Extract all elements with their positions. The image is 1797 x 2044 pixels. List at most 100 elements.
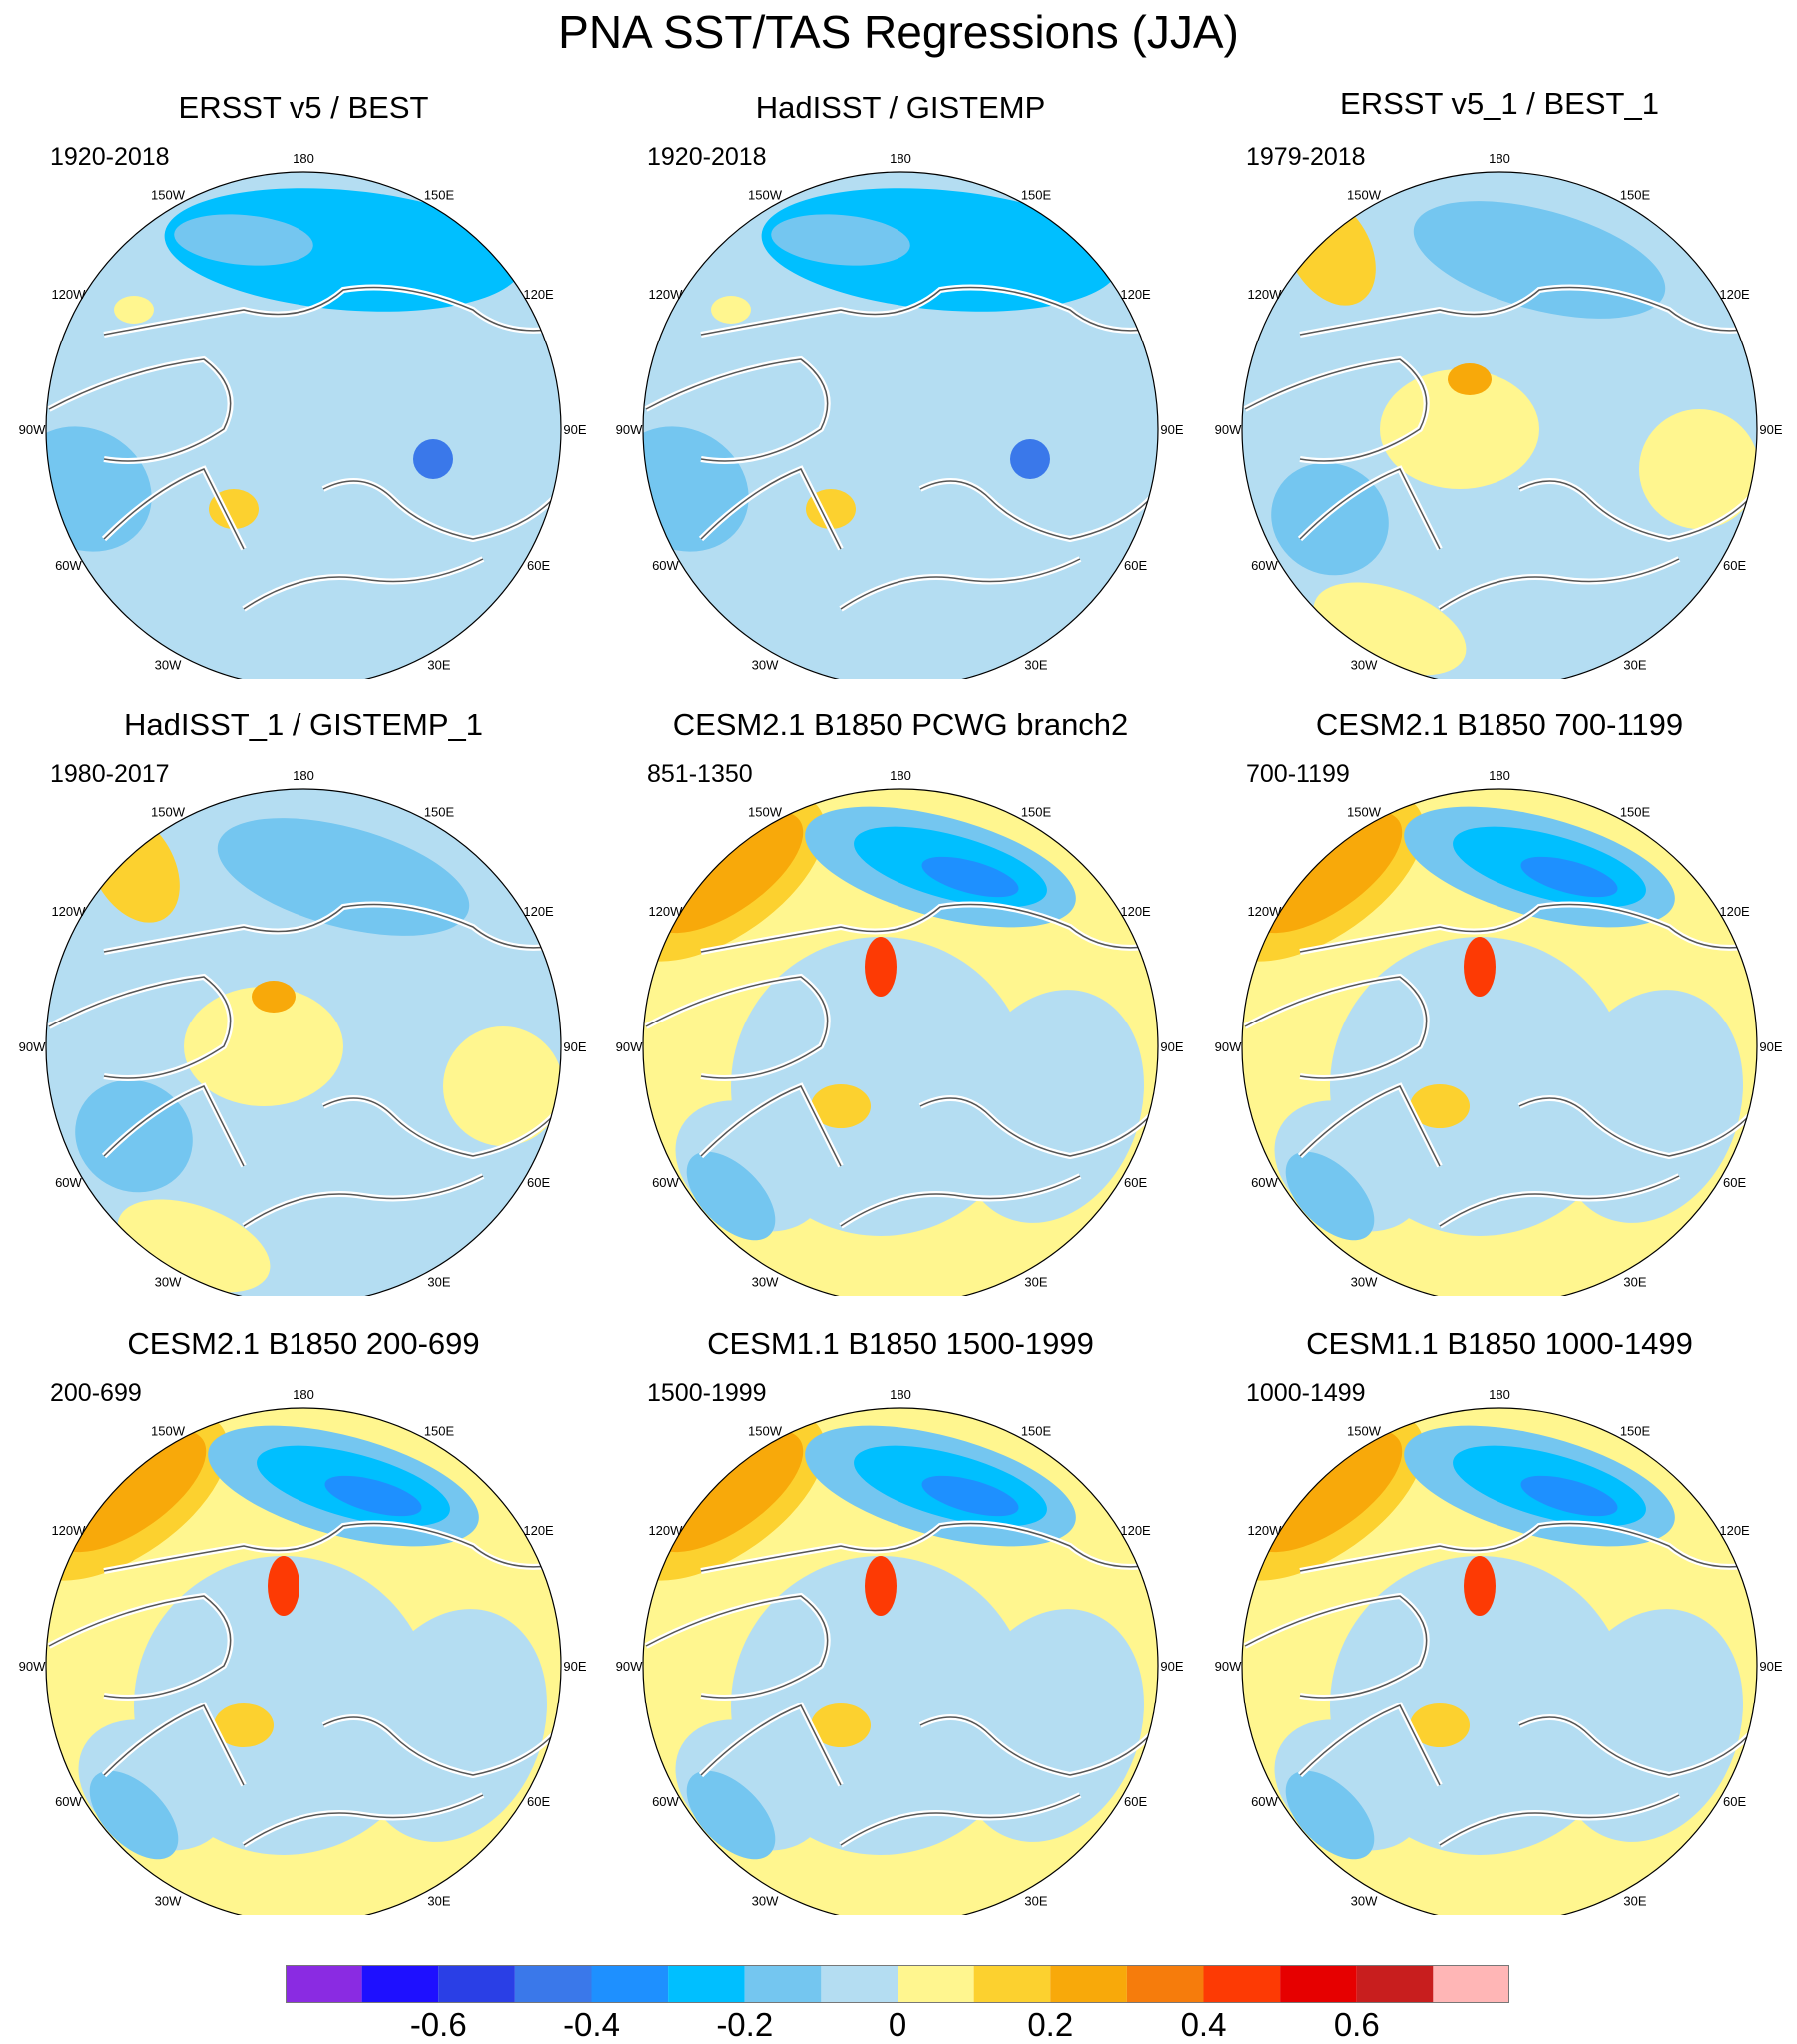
colorbar-tick-label: 0 [888,2006,907,2043]
polar-map: 180150E120E90E60E30E030W60W90W120W150W [1215,1387,1783,1915]
map-panel: CESM1.1 B1850 1500-1999 1500-1999 180 150E 1… [601,1296,1200,1915]
longitude-label: 120W [1247,1523,1282,1538]
longitude-label: 60W [652,1175,679,1190]
figure-title: PNA SST/TAS Regressions (JJA) [558,6,1239,58]
coastline [1439,1175,1680,1227]
longitude-label: 150E [1620,1423,1651,1438]
coastline [322,1716,554,1776]
longitude-label: 30E [1024,1275,1047,1290]
bering-warm-spot [1464,1556,1496,1616]
longitude-label: 30E [427,1275,450,1290]
polar-map: 180150E120E90E60E30E030W60W90W120W150W [19,1387,587,1915]
longitude-label: 60W [1251,1794,1278,1809]
colorbar-swatch [361,1965,439,2003]
longitude-label: 120W [648,287,683,302]
polar-map: 180150E120E90E60E30E030W60W90W120W150W [1215,768,1783,1296]
polar-map: 180150E120E90E60E30E030W60W90W120W150W [19,768,587,1296]
longitude-label: 60E [1723,1175,1746,1190]
longitude-label: 60W [1251,558,1278,573]
coastline [1518,1716,1750,1776]
colorbar-tick-label: 0.2 [1027,2006,1074,2043]
longitude-label: 60W [1251,1175,1278,1190]
map-border [45,171,562,679]
map-panel: HadISST / GISTEMP 1920-2018 180 150E 120E 90E… [601,60,1200,679]
longitude-label: 150E [1620,187,1651,202]
longitude-label: 120E [523,1523,554,1538]
longitude-label: 30E [1623,1894,1646,1909]
longitude-label: 30W [155,1275,182,1290]
colorbar-swatch [286,1965,362,2003]
map-border [642,788,1159,1296]
longitude-label: 180 [890,1387,911,1402]
arctic-warm-anomaly [184,987,343,1106]
coastline [840,558,1081,610]
coastline [700,286,1146,336]
period-label: 200-699 [50,1379,142,1407]
panel-title: HadISST / GISTEMP [755,90,1046,125]
pacific-cool-max [1520,856,1618,898]
arctic-warm-spot [811,1703,871,1747]
longitude-label: 120W [1247,904,1282,919]
coastline [1439,1794,1680,1846]
coastline [1244,976,1428,1079]
longitude-label: 120E [1719,287,1750,302]
panel-title: HadISST_1 / GISTEMP_1 [123,707,484,742]
pacific-cool-max [324,1475,422,1517]
asia-cool-region [1554,1609,1744,1842]
longitude-label: 120W [51,287,86,302]
coastline [103,286,549,336]
colorbar-tick-label: -0.6 [409,2006,467,2043]
arctic-warm-spot [214,1703,274,1747]
longitude-label: 60E [1124,558,1147,573]
asia-cool-region [955,990,1145,1223]
longitude-label: 90E [1160,1039,1183,1054]
map-panel: CESM2.1 B1850 700-1199 700-1199 180 150E 120… [1200,677,1797,1296]
colorbar-swatch [591,1965,669,2003]
longitude-label: 150W [151,1423,186,1438]
longitude-label: 30W [752,1894,779,1909]
period-label: 1979-2018 [1246,143,1366,171]
map-panel: HadISST_1 / GISTEMP_1 1980-2017 180 150E 120… [4,677,603,1296]
map-border [1241,1407,1758,1915]
coastline [645,976,829,1079]
arctic-cool-spot [413,439,453,479]
longitude-label: 150W [1347,1423,1382,1438]
longitude-label: 150W [151,804,186,819]
longitude-label: 60W [652,558,679,573]
arctic-warm-spot [1448,363,1492,395]
longitude-label: 90E [563,422,586,437]
asia-warm-anomaly [1639,409,1757,529]
coastline [1299,1522,1745,1572]
longitude-label: 90W [1215,1039,1242,1054]
longitude-label: 90W [616,1659,643,1674]
coastline [322,480,554,540]
longitude-label: 90E [563,1039,586,1054]
period-label: 1000-1499 [1246,1379,1366,1407]
atlantic-cool-anomaly [1285,1151,1375,1241]
longitude-label: 120W [51,904,86,919]
polar-map: 180150E120E90E60E30E030W60W90W120W150W [19,151,587,679]
coastline [48,1595,232,1699]
bering-warm-spot [865,937,897,997]
longitude-label: 60E [1723,558,1746,573]
longitude-label: 90E [563,1659,586,1674]
longitude-label: 180 [1489,1387,1510,1402]
map-panel: ERSST v5 / BEST 1920-2018 180 150E 120E 90E 60… [4,60,603,679]
panel-title: ERSST v5 / BEST [178,90,429,125]
colorbar-swatch [744,1965,822,2003]
longitude-label: 60W [652,1794,679,1809]
panel-title: CESM2.1 B1850 700-1199 [1315,707,1684,742]
longitude-label: 60W [55,1794,82,1809]
pacific-cool-max [1520,1475,1618,1517]
coastline [700,468,842,550]
arctic-warm-spot [1410,1084,1470,1128]
atlantic-cool-anomaly [1285,1770,1375,1860]
coastline [243,1794,484,1846]
longitude-label: 60E [1124,1794,1147,1809]
longitude-label: 120W [648,904,683,919]
longitude-label: 180 [890,151,911,166]
longitude-label: 150W [1347,187,1382,202]
period-label: 700-1199 [1246,760,1350,788]
arctic-warm-spot [811,1084,871,1128]
panel-title: CESM1.1 B1850 1500-1999 [707,1326,1094,1361]
